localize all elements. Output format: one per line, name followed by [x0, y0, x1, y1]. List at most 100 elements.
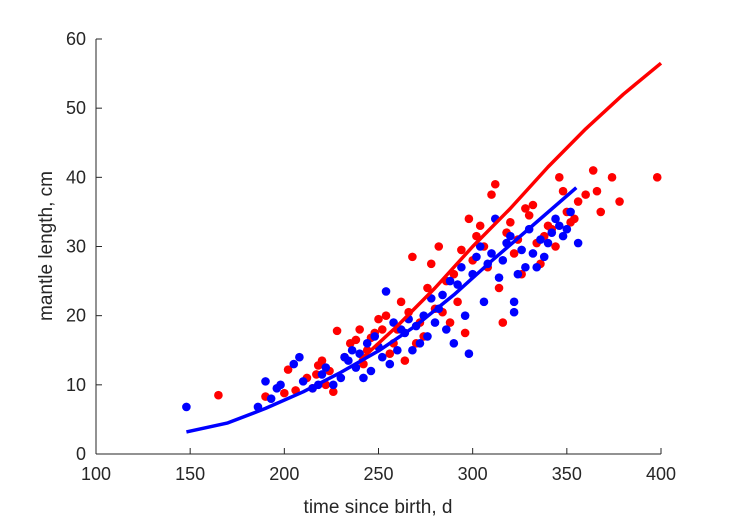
data-point — [562, 224, 572, 234]
data-point — [332, 326, 342, 336]
data-point — [490, 179, 500, 189]
data-point — [317, 370, 327, 379]
axes: 100 150 200 250 300 350 400 0 10 20 30 40 50 60 — [66, 29, 676, 484]
plot-marks — [182, 61, 663, 434]
data-point — [555, 173, 564, 182]
data-point — [551, 214, 560, 224]
fit-curve — [358, 61, 663, 362]
data-point — [543, 238, 553, 248]
data-point — [498, 318, 508, 327]
data-point — [351, 335, 361, 345]
data-point — [506, 231, 515, 241]
data-point — [298, 377, 308, 386]
y-tick-label: 20 — [66, 306, 86, 326]
data-point — [506, 217, 515, 227]
data-point — [524, 211, 534, 220]
data-point — [457, 245, 466, 255]
data-point — [438, 290, 447, 300]
data-point — [528, 249, 538, 258]
data-point — [359, 373, 368, 383]
data-point — [400, 356, 410, 365]
data-point — [588, 166, 598, 175]
data-point — [453, 297, 462, 307]
data-point — [370, 332, 380, 341]
data-point — [551, 242, 560, 251]
data-point — [581, 190, 590, 199]
data-point — [521, 262, 530, 272]
data-point — [596, 207, 606, 217]
data-point — [377, 325, 387, 334]
data-point — [329, 387, 338, 397]
data-point — [423, 283, 432, 293]
x-tick-label: 350 — [552, 464, 582, 484]
data-point — [528, 200, 538, 210]
data-point — [573, 238, 583, 248]
data-point — [445, 276, 455, 286]
data-point — [607, 173, 617, 182]
data-point — [381, 287, 391, 296]
data-point — [336, 373, 346, 383]
data-point — [344, 356, 353, 365]
data-point — [570, 214, 579, 224]
data-point — [182, 402, 191, 412]
data-point — [479, 297, 489, 307]
y-tick-label: 60 — [66, 29, 86, 49]
data-point — [457, 262, 466, 272]
data-point — [381, 311, 391, 320]
data-point — [509, 297, 519, 307]
data-point — [321, 363, 331, 372]
data-point — [494, 273, 504, 282]
data-point — [513, 269, 523, 279]
data-point — [521, 204, 530, 213]
data-point — [453, 280, 462, 289]
data-point — [280, 388, 289, 398]
y-axis-title: mantle length, cm — [36, 171, 57, 321]
data-point — [295, 352, 304, 362]
x-tick-label: 400 — [646, 464, 676, 484]
data-point — [266, 394, 276, 403]
data-point — [434, 242, 444, 251]
data-point — [347, 345, 357, 355]
data-point — [289, 359, 299, 369]
data-point — [539, 252, 549, 262]
data-point — [536, 235, 545, 244]
data-point — [615, 197, 624, 206]
data-point — [396, 297, 406, 307]
data-point — [558, 186, 568, 196]
x-tick-label: 100 — [81, 464, 111, 484]
data-point — [393, 345, 402, 355]
data-point — [385, 349, 395, 359]
data-point — [566, 207, 575, 217]
data-point — [592, 186, 602, 196]
data-point — [366, 366, 376, 376]
y-tick-label: 50 — [66, 98, 86, 118]
data-point — [509, 307, 519, 317]
data-point — [555, 221, 564, 231]
data-point — [652, 173, 662, 182]
data-point — [460, 328, 470, 338]
y-tick-label: 30 — [66, 237, 86, 257]
data-point — [487, 249, 496, 258]
data-point — [464, 214, 474, 224]
fit-curve — [186, 186, 578, 434]
data-point — [317, 356, 327, 365]
data-point — [276, 380, 285, 390]
data-point — [475, 221, 485, 231]
data-point — [377, 352, 387, 362]
data-point — [408, 252, 417, 262]
data-point — [362, 339, 372, 348]
data-point — [442, 325, 451, 334]
data-point — [423, 332, 432, 341]
data-point — [509, 249, 519, 258]
data-point — [385, 359, 395, 369]
y-tick-label: 40 — [66, 167, 86, 187]
data-point — [472, 252, 481, 262]
data-point — [355, 349, 364, 359]
data-point — [415, 339, 425, 348]
data-point — [426, 259, 436, 269]
data-point — [573, 197, 583, 206]
data-point — [517, 245, 526, 255]
data-point — [558, 231, 568, 241]
data-point — [494, 283, 504, 293]
x-tick-label: 150 — [175, 464, 205, 484]
